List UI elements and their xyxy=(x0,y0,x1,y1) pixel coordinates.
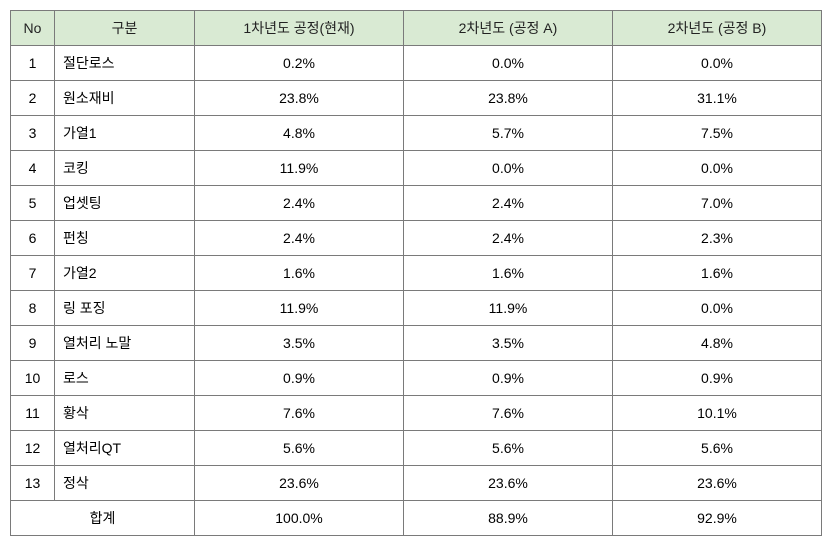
cell-y2b: 31.1% xyxy=(613,81,822,116)
cell-no: 1 xyxy=(11,46,55,81)
cell-no: 8 xyxy=(11,291,55,326)
cell-category: 원소재비 xyxy=(55,81,195,116)
total-y1: 100.0% xyxy=(195,501,404,536)
cell-y2b: 0.9% xyxy=(613,361,822,396)
cell-category: 열처리QT xyxy=(55,431,195,466)
cell-category: 로스 xyxy=(55,361,195,396)
cell-no: 13 xyxy=(11,466,55,501)
cell-y2b: 7.5% xyxy=(613,116,822,151)
cell-y1: 5.6% xyxy=(195,431,404,466)
cell-y2b: 0.0% xyxy=(613,151,822,186)
cell-no: 10 xyxy=(11,361,55,396)
table-row: 2원소재비23.8%23.8%31.1% xyxy=(11,81,822,116)
cell-y2b: 0.0% xyxy=(613,291,822,326)
cell-no: 6 xyxy=(11,221,55,256)
cell-no: 3 xyxy=(11,116,55,151)
cell-category: 링 포징 xyxy=(55,291,195,326)
cell-y2b: 23.6% xyxy=(613,466,822,501)
cell-y2b: 5.6% xyxy=(613,431,822,466)
cell-y1: 23.8% xyxy=(195,81,404,116)
cell-y1: 2.4% xyxy=(195,186,404,221)
table-row: 13정삭23.6%23.6%23.6% xyxy=(11,466,822,501)
cell-y1: 11.9% xyxy=(195,291,404,326)
cell-no: 9 xyxy=(11,326,55,361)
cell-y1: 23.6% xyxy=(195,466,404,501)
cell-category: 황삭 xyxy=(55,396,195,431)
cell-y2b: 1.6% xyxy=(613,256,822,291)
cell-y2a: 11.9% xyxy=(404,291,613,326)
cell-category: 코킹 xyxy=(55,151,195,186)
cell-y2b: 4.8% xyxy=(613,326,822,361)
cell-no: 5 xyxy=(11,186,55,221)
cell-y1: 0.2% xyxy=(195,46,404,81)
col-header-y2b: 2차년도 (공정 B) xyxy=(613,11,822,46)
table-foot: 합계 100.0% 88.9% 92.9% xyxy=(11,501,822,536)
table-row: 9열처리 노말3.5%3.5%4.8% xyxy=(11,326,822,361)
cell-y2a: 0.0% xyxy=(404,46,613,81)
process-table: No 구분 1차년도 공정(현재) 2차년도 (공정 A) 2차년도 (공정 B… xyxy=(10,10,822,536)
table-head: No 구분 1차년도 공정(현재) 2차년도 (공정 A) 2차년도 (공정 B… xyxy=(11,11,822,46)
header-row: No 구분 1차년도 공정(현재) 2차년도 (공정 A) 2차년도 (공정 B… xyxy=(11,11,822,46)
cell-y2a: 0.0% xyxy=(404,151,613,186)
cell-y2a: 2.4% xyxy=(404,221,613,256)
cell-y1: 2.4% xyxy=(195,221,404,256)
col-header-y2a: 2차년도 (공정 A) xyxy=(404,11,613,46)
total-y2a: 88.9% xyxy=(404,501,613,536)
cell-y1: 3.5% xyxy=(195,326,404,361)
cell-y2b: 0.0% xyxy=(613,46,822,81)
table-row: 10로스0.9%0.9%0.9% xyxy=(11,361,822,396)
cell-y2a: 0.9% xyxy=(404,361,613,396)
cell-category: 펀칭 xyxy=(55,221,195,256)
cell-no: 7 xyxy=(11,256,55,291)
cell-y2a: 7.6% xyxy=(404,396,613,431)
cell-y2a: 3.5% xyxy=(404,326,613,361)
table-row: 6펀칭2.4%2.4%2.3% xyxy=(11,221,822,256)
table-row: 3가열14.8%5.7%7.5% xyxy=(11,116,822,151)
table-row: 4코킹11.9%0.0%0.0% xyxy=(11,151,822,186)
cell-category: 가열2 xyxy=(55,256,195,291)
table-row: 5업셋팅2.4%2.4%7.0% xyxy=(11,186,822,221)
cell-y2a: 23.8% xyxy=(404,81,613,116)
col-header-no: No xyxy=(11,11,55,46)
cell-y2a: 23.6% xyxy=(404,466,613,501)
table-row: 1절단로스0.2%0.0%0.0% xyxy=(11,46,822,81)
cell-no: 2 xyxy=(11,81,55,116)
cell-y2a: 5.6% xyxy=(404,431,613,466)
cell-y2a: 2.4% xyxy=(404,186,613,221)
cell-no: 11 xyxy=(11,396,55,431)
cell-y1: 0.9% xyxy=(195,361,404,396)
total-row: 합계 100.0% 88.9% 92.9% xyxy=(11,501,822,536)
table-body: 1절단로스0.2%0.0%0.0%2원소재비23.8%23.8%31.1%3가열… xyxy=(11,46,822,501)
cell-category: 업셋팅 xyxy=(55,186,195,221)
cell-category: 가열1 xyxy=(55,116,195,151)
cell-category: 열처리 노말 xyxy=(55,326,195,361)
cell-no: 12 xyxy=(11,431,55,466)
table-row: 12열처리QT5.6%5.6%5.6% xyxy=(11,431,822,466)
cell-y2b: 10.1% xyxy=(613,396,822,431)
total-label: 합계 xyxy=(11,501,195,536)
cell-y2b: 7.0% xyxy=(613,186,822,221)
table-row: 11황삭7.6%7.6%10.1% xyxy=(11,396,822,431)
col-header-y1: 1차년도 공정(현재) xyxy=(195,11,404,46)
cell-category: 정삭 xyxy=(55,466,195,501)
cell-y2a: 1.6% xyxy=(404,256,613,291)
cell-y2a: 5.7% xyxy=(404,116,613,151)
table-row: 8링 포징11.9%11.9%0.0% xyxy=(11,291,822,326)
cell-no: 4 xyxy=(11,151,55,186)
cell-y1: 1.6% xyxy=(195,256,404,291)
cell-y1: 11.9% xyxy=(195,151,404,186)
col-header-cat: 구분 xyxy=(55,11,195,46)
total-y2b: 92.9% xyxy=(613,501,822,536)
cell-y1: 4.8% xyxy=(195,116,404,151)
cell-category: 절단로스 xyxy=(55,46,195,81)
table-row: 7가열21.6%1.6%1.6% xyxy=(11,256,822,291)
cell-y2b: 2.3% xyxy=(613,221,822,256)
cell-y1: 7.6% xyxy=(195,396,404,431)
